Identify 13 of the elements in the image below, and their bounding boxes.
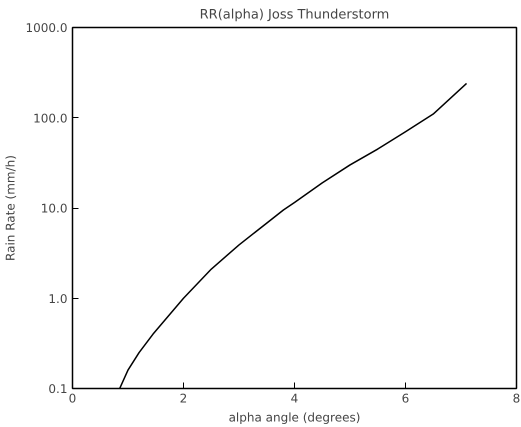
y-axis-title: Rain Rate (mm/h) bbox=[4, 155, 18, 261]
x-tick-label: 6 bbox=[402, 392, 410, 406]
x-tick-label: 2 bbox=[180, 392, 188, 406]
x-tick-label: 0 bbox=[68, 392, 76, 406]
y-tick-label: 1.0 bbox=[48, 292, 68, 306]
y-tick-label: 10.0 bbox=[40, 202, 68, 216]
x-tick-label: 4 bbox=[290, 392, 298, 406]
chart-title: RR(alpha) Joss Thunderstorm bbox=[200, 8, 390, 22]
y-tick-label: 0.1 bbox=[48, 382, 68, 396]
y-tick-label: 1000.0 bbox=[26, 21, 68, 35]
x-axis-title: alpha angle (degrees) bbox=[228, 410, 360, 424]
x-tick-label: 8 bbox=[512, 392, 520, 406]
y-tick-label: 100.0 bbox=[33, 111, 68, 126]
